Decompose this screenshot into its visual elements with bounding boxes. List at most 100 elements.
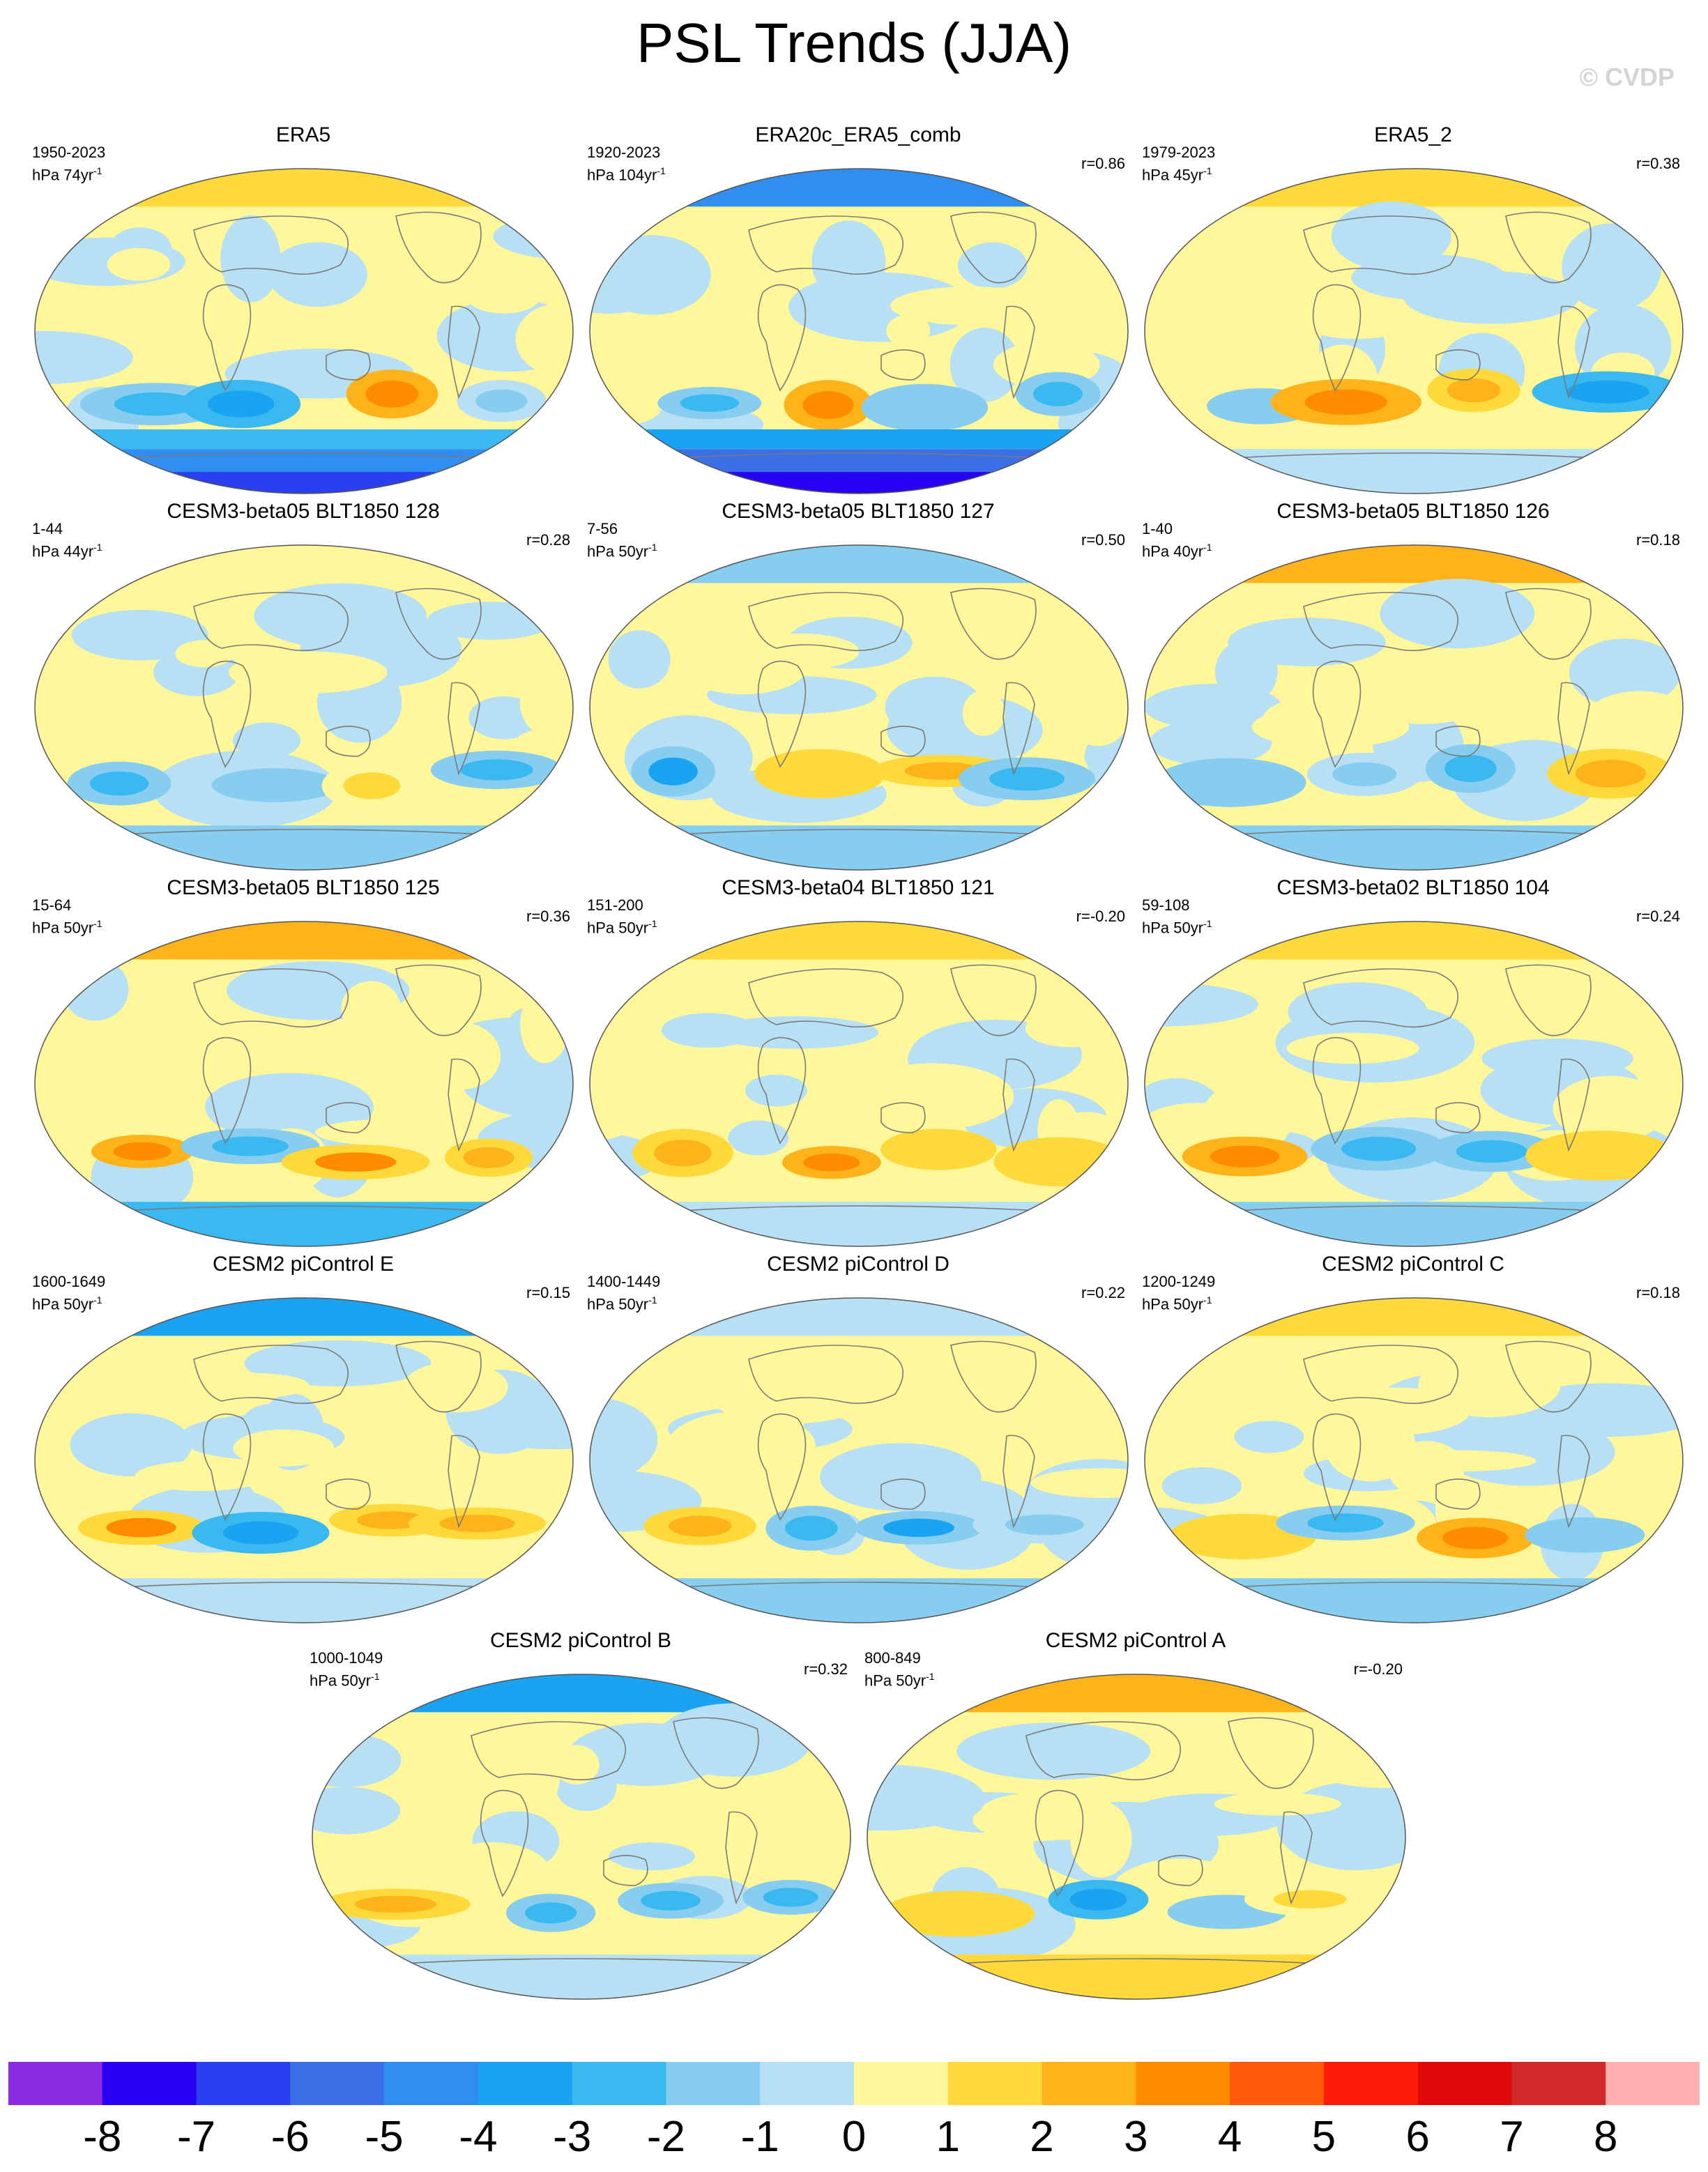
trend-map bbox=[1144, 168, 1684, 494]
pattern-correlation: r=0.50 bbox=[1081, 531, 1125, 549]
units-base: hPa 50yr bbox=[1142, 1295, 1204, 1313]
units-exponent: -1 bbox=[93, 542, 102, 553]
trend-map bbox=[589, 921, 1129, 1247]
anomaly-core bbox=[1442, 1527, 1509, 1550]
anomaly-core bbox=[1575, 760, 1646, 788]
map-panel: CESM2 piControl E 1600-1649 hPa 50yr-1 r=0.… bbox=[28, 1252, 579, 1628]
anomaly-patch bbox=[70, 1413, 192, 1476]
units-base: hPa 50yr bbox=[864, 1672, 927, 1690]
coastline bbox=[673, 1717, 759, 1789]
anomaly-patch bbox=[244, 1340, 432, 1386]
panel-period: 59-108 bbox=[1142, 896, 1190, 914]
south-polar-band bbox=[590, 825, 1128, 870]
panel-units: hPa 50yr-1 bbox=[32, 1291, 102, 1313]
coastline bbox=[1435, 726, 1481, 757]
colorbar-label: -6 bbox=[270, 2113, 310, 2161]
anomaly-core bbox=[1202, 1524, 1283, 1550]
north-polar-band bbox=[867, 1674, 1405, 1713]
north-polar-band bbox=[35, 921, 573, 960]
units-base: hPa 44yr bbox=[32, 542, 94, 560]
coastline bbox=[1312, 1413, 1362, 1521]
units-base: hPa 50yr bbox=[587, 919, 649, 937]
colorbar-label: 7 bbox=[1500, 2113, 1524, 2161]
colorbar-bin bbox=[947, 2062, 1043, 2105]
anomaly-core bbox=[1447, 378, 1501, 403]
colorbar-label: 1 bbox=[936, 2113, 961, 2161]
anomaly-core bbox=[1560, 1141, 1642, 1170]
anomaly-core bbox=[113, 1142, 171, 1161]
anomaly-patch bbox=[1025, 1009, 1113, 1048]
anomaly-patch bbox=[107, 247, 171, 281]
colorbar-labels: -8 -7 -6 -5 -4 -3 -2 -1 0 1 2 3 4 5 6 7 8 bbox=[8, 2109, 1700, 2165]
coastline bbox=[757, 284, 807, 392]
colorbar-label: 4 bbox=[1217, 2113, 1242, 2161]
coastline bbox=[448, 1058, 480, 1152]
coastline bbox=[448, 682, 480, 776]
anomaly-core bbox=[89, 771, 149, 796]
map-border bbox=[34, 1297, 574, 1623]
north-polar-band bbox=[590, 1298, 1128, 1336]
coastline bbox=[950, 964, 1037, 1037]
units-exponent: -1 bbox=[648, 542, 657, 553]
panel-period: 1000-1049 bbox=[310, 1649, 383, 1667]
coastline bbox=[1505, 1340, 1592, 1413]
coastline bbox=[1025, 1721, 1181, 1781]
coastline bbox=[326, 349, 371, 381]
map-border bbox=[589, 1297, 1129, 1623]
anomaly-patch bbox=[35, 330, 133, 385]
coastline bbox=[1505, 964, 1592, 1037]
panel-title: ERA5 bbox=[275, 123, 331, 146]
anomaly-patch bbox=[1168, 358, 1323, 392]
anomaly-patch bbox=[608, 630, 671, 689]
trend-map bbox=[34, 1297, 574, 1623]
colorbar-label: -8 bbox=[83, 2113, 122, 2161]
coastline bbox=[1303, 592, 1458, 652]
anomaly-core bbox=[1444, 755, 1497, 782]
colorbar-bin bbox=[1042, 2062, 1136, 2105]
pattern-correlation: r=0.38 bbox=[1636, 155, 1680, 172]
map-border bbox=[34, 921, 574, 1247]
units-exponent: -1 bbox=[93, 918, 102, 929]
anomaly-patch bbox=[1303, 307, 1410, 339]
coastline bbox=[193, 215, 349, 275]
anomaly-patch bbox=[957, 242, 1028, 289]
coastline bbox=[1435, 1478, 1481, 1510]
panel-units: hPa 50yr-1 bbox=[1142, 915, 1212, 937]
anomaly-core bbox=[1332, 762, 1397, 786]
anomaly-patch bbox=[962, 690, 1005, 736]
anomaly-patch bbox=[375, 261, 431, 314]
colorbar-label: 8 bbox=[1593, 2113, 1618, 2161]
anomaly-core bbox=[1005, 1514, 1084, 1536]
coastline bbox=[950, 211, 1037, 284]
anomaly-core bbox=[315, 1152, 397, 1172]
map-border bbox=[34, 168, 574, 494]
anomaly-patch bbox=[593, 235, 711, 315]
anomaly-patch bbox=[512, 1741, 561, 1812]
panel-title: CESM3-beta05 BLT1850 128 bbox=[167, 500, 440, 523]
north-polar-band bbox=[1145, 921, 1683, 960]
anomaly-patch bbox=[61, 958, 129, 1021]
map-border bbox=[589, 168, 1129, 494]
south-polar-band bbox=[1145, 1578, 1683, 1623]
anomaly-core bbox=[212, 1136, 289, 1156]
north-polar-band bbox=[590, 545, 1128, 583]
pattern-correlation: r=0.18 bbox=[1636, 1284, 1680, 1301]
pattern-correlation: r=-0.20 bbox=[1076, 908, 1125, 925]
anomaly-patch bbox=[232, 722, 301, 759]
colorbar-label: -4 bbox=[459, 2113, 498, 2161]
anomaly-patch bbox=[609, 1842, 696, 1871]
units-base: hPa 104yr bbox=[587, 166, 657, 184]
anomaly-core bbox=[763, 1888, 818, 1907]
panel-title: CESM2 piControl B bbox=[489, 1629, 672, 1652]
units-exponent: -1 bbox=[1203, 165, 1212, 176]
panel-title: CESM3-beta02 BLT1850 104 bbox=[1276, 876, 1550, 899]
anomaly-patch bbox=[590, 1087, 649, 1135]
anomaly-patch bbox=[403, 1361, 508, 1413]
north-polar-band bbox=[1145, 169, 1683, 207]
south-polar-band bbox=[35, 1202, 573, 1246]
panel-title: CESM3-beta05 BLT1850 126 bbox=[1276, 500, 1550, 523]
coastline bbox=[193, 592, 349, 652]
anomaly-patch bbox=[857, 1071, 965, 1117]
anomaly-core bbox=[343, 772, 401, 800]
map-panel: CESM2 piControl A 800-849 hPa 50yr-1 r=-0.2… bbox=[860, 1628, 1411, 2005]
